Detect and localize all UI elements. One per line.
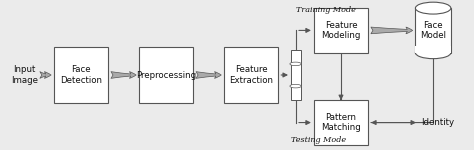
Circle shape [290,62,301,66]
Text: Preprocessing: Preprocessing [136,70,196,80]
Text: Feature
Extraction: Feature Extraction [229,65,273,85]
FancyBboxPatch shape [314,8,368,53]
Bar [291,50,301,100]
Ellipse shape [415,2,451,14]
Text: Input
Image: Input Image [11,65,38,85]
Text: Testing Mode: Testing Mode [292,136,346,144]
Circle shape [290,84,301,88]
Text: Feature
Modeling: Feature Modeling [321,21,361,40]
Ellipse shape [415,47,451,59]
FancyBboxPatch shape [314,100,368,145]
Text: Face
Detection: Face Detection [60,65,102,85]
Text: Identity: Identity [421,118,455,127]
Bar [415,46,451,53]
Text: Training Mode: Training Mode [296,6,356,14]
Text: Pattern
Matching: Pattern Matching [321,113,361,132]
FancyBboxPatch shape [139,47,193,103]
FancyBboxPatch shape [54,47,108,103]
FancyBboxPatch shape [224,47,278,103]
Bar [415,8,451,53]
Text: Face
Model: Face Model [420,21,446,40]
